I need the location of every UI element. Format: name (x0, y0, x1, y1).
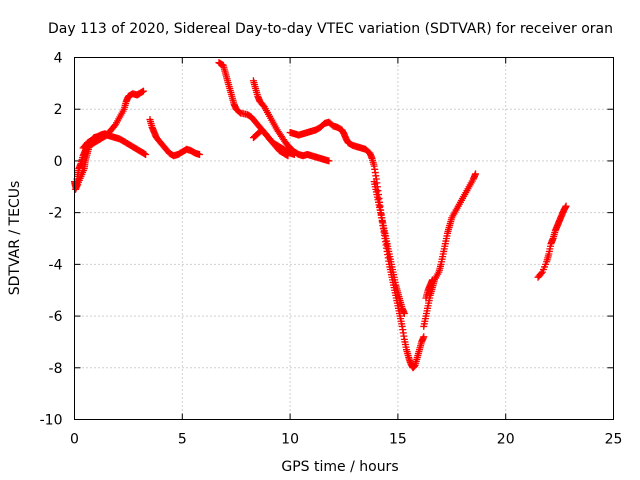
data-point (105, 131, 113, 139)
y-tick-label: 2 (54, 102, 63, 118)
series-9 (420, 170, 480, 330)
series-10 (422, 276, 436, 302)
x-tick-label: 5 (178, 432, 187, 448)
data-point (284, 152, 292, 160)
data-point (400, 309, 408, 317)
data-point (420, 333, 428, 341)
series-1 (72, 87, 147, 193)
data-point (537, 269, 545, 277)
chart-title: Day 113 of 2020, Sidereal Day-to-day VTE… (48, 21, 613, 37)
series-11 (534, 202, 570, 281)
x-tick-label: 10 (281, 432, 299, 448)
series-6 (249, 126, 292, 160)
y-axis-label: SDTVAR / TECUs (7, 181, 23, 296)
axis-ticks (74, 57, 614, 420)
series-3 (146, 116, 204, 160)
data-point (472, 170, 480, 178)
y-tick-label: -4 (49, 257, 63, 273)
data-point (325, 157, 333, 165)
y-tick-label: 0 (54, 154, 63, 170)
y-tick-label: -10 (40, 413, 63, 429)
y-tick-label: -8 (49, 361, 63, 377)
data-point (196, 150, 204, 158)
plot-frame (74, 57, 614, 420)
y-tick-label: -6 (49, 309, 63, 325)
data-points (71, 59, 570, 372)
grid (74, 57, 614, 420)
data-point (142, 150, 150, 158)
series-5 (249, 77, 333, 165)
series-8 (370, 178, 408, 317)
data-point (428, 276, 436, 284)
x-tick-label: 25 (605, 432, 623, 448)
x-axis-label: GPS time / hours (281, 459, 398, 475)
series-2 (79, 130, 113, 152)
x-tick-label: 15 (389, 432, 407, 448)
data-point (562, 202, 570, 210)
y-tick-label: 4 (54, 51, 63, 67)
x-tick-label: 0 (70, 432, 79, 448)
x-tick-label: 20 (497, 432, 515, 448)
y-tick-label: -2 (49, 206, 63, 222)
data-point (139, 87, 147, 95)
